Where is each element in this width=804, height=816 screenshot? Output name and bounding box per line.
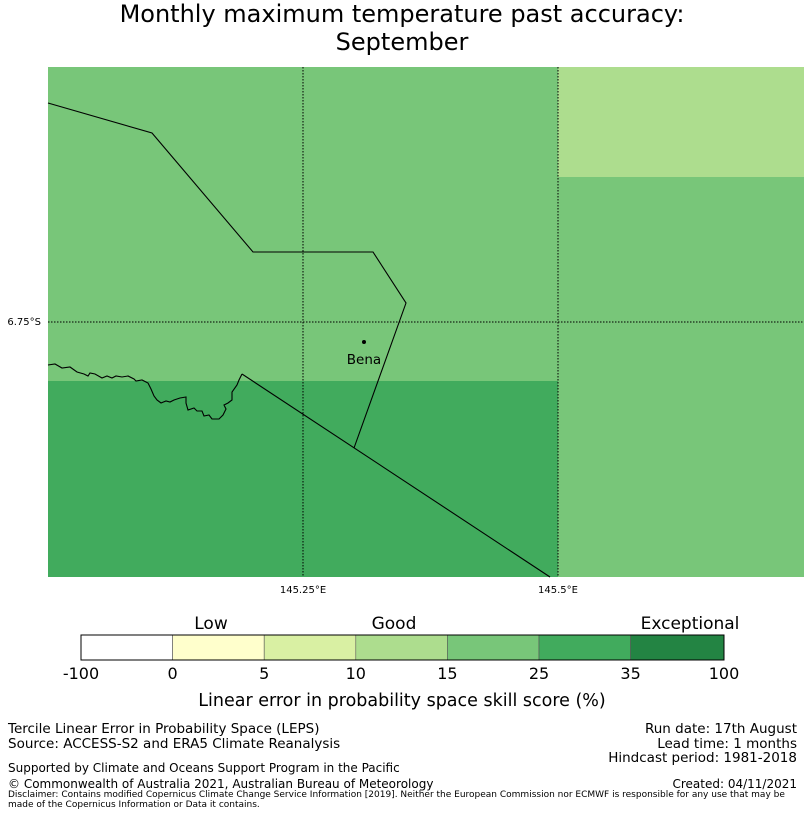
colorbar-segment-15-25 xyxy=(447,634,540,661)
lat-label-6.75s: 6.75°S xyxy=(7,317,41,328)
colorbar-tick-5: 5 xyxy=(259,664,269,683)
province-boundary-south xyxy=(241,373,551,578)
legend-category-exceptional: Exceptional xyxy=(641,614,740,634)
colorbar-tick-25: 25 xyxy=(529,664,549,683)
colorbar-segment-0-5 xyxy=(172,634,265,661)
title-line-2: September xyxy=(335,28,469,56)
footer-hindcast: Hindcast period: 1981-2018 xyxy=(608,750,797,766)
lon-label-145.25: 145.25°E xyxy=(280,585,326,596)
footer-leps: Tercile Linear Error in Probability Spac… xyxy=(8,721,320,737)
title-line-1: Monthly maximum temperature past accurac… xyxy=(119,0,685,28)
colorbar-tick-15: 15 xyxy=(437,664,457,683)
colorbar-tick-10: 10 xyxy=(346,664,366,683)
colorbar-segment-25-35 xyxy=(538,634,631,661)
chart-title: Monthly maximum temperature past accurac… xyxy=(0,0,804,56)
colorbar-tick-0: 0 xyxy=(168,664,178,683)
legend-category-low: Low xyxy=(194,614,228,634)
colorbar-tick-neg100: -100 xyxy=(63,664,99,683)
colorbar-tick-35: 35 xyxy=(620,664,640,683)
colorbar-tick-100: 100 xyxy=(709,664,740,683)
footer-run-date: Run date: 17th August xyxy=(644,721,797,737)
colorbar-segment-35-100 xyxy=(630,634,725,661)
colorbar-segment-10-15 xyxy=(355,634,448,661)
footer-disclaimer: Disclaimer: Contains modified Copernicus… xyxy=(8,790,785,810)
footer-lead-time: Lead time: 1 months xyxy=(657,736,797,752)
grid-cell-top-right xyxy=(558,67,804,177)
footer-source: Source: ACCESS-S2 and ERA5 Climate Reana… xyxy=(8,736,341,752)
river-line xyxy=(47,363,243,420)
town-label-bena: Bena xyxy=(347,352,381,368)
town-marker-bena xyxy=(362,340,366,344)
grid-cell-right xyxy=(558,177,804,577)
legend-category-good: Good xyxy=(372,614,417,634)
province-boundary xyxy=(47,102,407,449)
colorbar-frame xyxy=(80,634,725,661)
lon-label-145.5: 145.5°E xyxy=(538,585,578,596)
footer-copyright: © Commonwealth of Australia 2021, Austra… xyxy=(8,777,434,791)
colorbar-segment-neg100-0 xyxy=(80,634,173,661)
footer-created: Created: 04/11/2021 xyxy=(672,777,797,791)
footer-support: Supported by Climate and Oceans Support … xyxy=(8,761,400,775)
colorbar-title: Linear error in probability space skill … xyxy=(198,691,606,711)
colorbar-segment-5-10 xyxy=(263,634,357,661)
